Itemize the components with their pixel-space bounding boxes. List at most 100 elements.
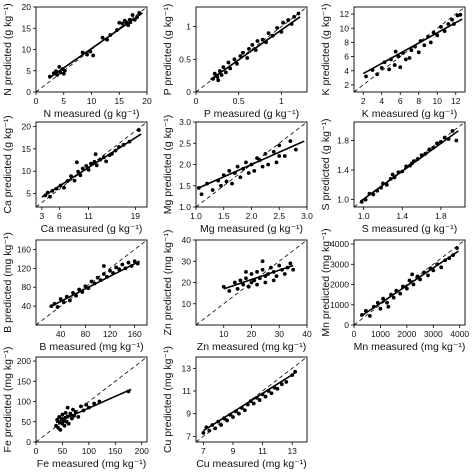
x-tick-label: 0.5 bbox=[233, 96, 245, 106]
plot-frame bbox=[35, 356, 148, 443]
data-point bbox=[274, 274, 279, 279]
x-axis-label: N measured (g kg⁻¹) bbox=[44, 108, 140, 120]
x-tick-label: 2 bbox=[361, 96, 366, 106]
y-tick-label: 0 bbox=[186, 87, 191, 97]
y-tick-label: 20 bbox=[22, 2, 32, 12]
x-tick-label: 19 bbox=[131, 211, 141, 221]
data-point bbox=[126, 260, 131, 265]
y-axis-label: Zn predicted (mg kg⁻¹) bbox=[162, 230, 174, 336]
data-point bbox=[77, 287, 82, 292]
data-point bbox=[199, 192, 204, 197]
x-tick-label: 2.0 bbox=[246, 211, 258, 221]
data-point bbox=[84, 402, 89, 407]
y-tick-label: 20 bbox=[22, 121, 32, 131]
plot-frame bbox=[353, 239, 466, 326]
data-point bbox=[227, 168, 232, 173]
data-point bbox=[407, 278, 412, 283]
y-tick-label: 0.5 bbox=[179, 54, 191, 64]
y-tick-label: 80 bbox=[22, 282, 32, 292]
data-point bbox=[404, 286, 409, 291]
x-tick-label: 6 bbox=[398, 96, 403, 106]
data-point bbox=[426, 273, 430, 278]
data-point bbox=[213, 426, 218, 431]
x-tick-label: 150 bbox=[108, 446, 122, 456]
fit-line bbox=[41, 133, 142, 198]
data-point bbox=[393, 49, 398, 54]
y-axis-label: Ca predicted (g kg⁻¹) bbox=[2, 115, 14, 213]
y-tick-label: 1 bbox=[186, 22, 191, 32]
y-tick-label: 1.4 bbox=[337, 165, 349, 175]
data-point bbox=[257, 398, 262, 402]
y-tick-label: 100 bbox=[17, 397, 31, 407]
data-point bbox=[101, 272, 106, 276]
data-point bbox=[221, 65, 226, 70]
y-axis-label: Mn predicted (mg kg⁻¹) bbox=[320, 228, 332, 336]
panel-3: 3 6 11 19 5 10 15 20 Ca measured (g kg⁻¹) Ca pred… bbox=[2, 115, 148, 235]
x-tick-label: 6 bbox=[57, 211, 62, 221]
data-point bbox=[378, 306, 383, 311]
x-tick-label: 0 bbox=[34, 446, 39, 456]
x-tick-label: 1.4 bbox=[396, 211, 408, 221]
data-point bbox=[235, 61, 239, 66]
x-tick-label: 9 bbox=[231, 446, 236, 456]
y-tick-label: 2 bbox=[344, 80, 349, 90]
y-axis-label: K predicted (g kg⁻¹) bbox=[320, 4, 332, 96]
y-tick-label: 1.0 bbox=[337, 195, 349, 205]
y-tick-label: 6 bbox=[344, 52, 349, 62]
fit-line bbox=[55, 388, 132, 424]
data-point bbox=[428, 40, 433, 45]
data-point bbox=[255, 156, 259, 161]
data-point bbox=[418, 277, 422, 282]
y-tick-label: 1.8 bbox=[337, 135, 349, 145]
x-tick-label: 10 bbox=[219, 329, 229, 339]
y-tick-label: 8 bbox=[344, 37, 349, 47]
data-point bbox=[277, 154, 282, 158]
x-tick-label: 160 bbox=[128, 329, 142, 339]
data-point bbox=[288, 139, 293, 144]
panel-2: 2 4 6 8 10 12 2 4 6 8 10 12 K measured (g kg⁻¹) K pre… bbox=[320, 4, 466, 120]
data-point bbox=[232, 57, 237, 62]
data-point bbox=[219, 183, 223, 188]
x-axis-label: Fe measured (mg kg⁻¹) bbox=[37, 458, 146, 470]
x-tick-label: 1.8 bbox=[435, 211, 447, 221]
y-tick-label: 160 bbox=[17, 244, 31, 254]
x-tick-label: 4 bbox=[379, 96, 384, 106]
data-point bbox=[48, 194, 52, 199]
y-tick-label: 12 bbox=[340, 9, 350, 19]
data-point bbox=[57, 65, 62, 69]
x-tick-label: 20 bbox=[247, 329, 257, 339]
y-axis-label: N predicted (g kg⁻¹) bbox=[2, 3, 14, 96]
data-point bbox=[277, 263, 282, 268]
data-point bbox=[60, 412, 65, 417]
x-tick-label: 12 bbox=[451, 96, 461, 106]
panel-4: 1.0 1.5 2.0 2.5 3.0 1.0 1.5 2.0 2.5 3.0 Mg measure… bbox=[162, 115, 313, 235]
data-point bbox=[260, 259, 265, 264]
data-point bbox=[458, 12, 463, 17]
data-point bbox=[439, 24, 443, 29]
plot-frame bbox=[35, 121, 148, 208]
data-point bbox=[263, 394, 268, 399]
data-point bbox=[136, 128, 141, 132]
panel-9: 0 50 100 150 200 0 50 100 150 200 Fe measured (mg … bbox=[2, 347, 149, 470]
fit-line bbox=[49, 260, 140, 308]
x-tick-label: 0 bbox=[194, 96, 199, 106]
data-point bbox=[244, 160, 248, 165]
data-point bbox=[416, 50, 421, 55]
data-point bbox=[238, 54, 243, 58]
fit-line bbox=[360, 250, 459, 318]
data-point bbox=[83, 284, 88, 289]
x-axis-label: P measured (g kg⁻¹) bbox=[204, 108, 299, 120]
data-point bbox=[237, 411, 241, 416]
one-to-one-line bbox=[35, 239, 148, 326]
x-axis-label: Mg measured (g kg⁻¹) bbox=[200, 223, 303, 235]
y-tick-label: 4 bbox=[344, 66, 349, 76]
data-point bbox=[375, 72, 380, 77]
data-point bbox=[241, 282, 246, 287]
data-point bbox=[71, 407, 75, 412]
panel-8: 0 1000 2000 3000 4000 0 1000 2000 3000 4000 Mn mea… bbox=[320, 228, 469, 353]
data-point bbox=[61, 71, 66, 76]
data-point bbox=[435, 33, 440, 38]
data-point bbox=[242, 408, 247, 413]
data-point bbox=[245, 56, 250, 60]
x-tick-label: 20 bbox=[142, 96, 152, 106]
